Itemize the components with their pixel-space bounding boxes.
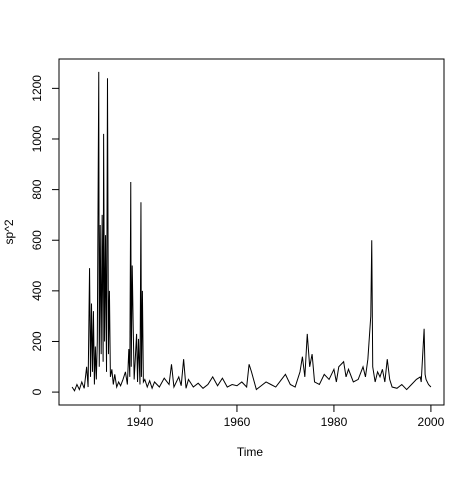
y-tick-label: 0 [30, 388, 44, 395]
x-tick-label: 2000 [418, 415, 445, 429]
x-tick-label: 1960 [224, 415, 251, 429]
y-tick-label: 800 [30, 179, 44, 199]
y-axis-label: sp^2 [2, 219, 16, 244]
y-tick-label: 1000 [30, 125, 44, 152]
plot-box [58, 58, 445, 406]
x-tick-label: 1940 [127, 415, 154, 429]
y-tick-label: 1200 [30, 75, 44, 102]
y-tick-label: 600 [30, 230, 44, 250]
x-tick-label: 1980 [321, 415, 348, 429]
series-line [71, 71, 432, 392]
y-tick-label: 400 [30, 281, 44, 301]
y-tick-label: 200 [30, 331, 44, 351]
x-axis-label: Time [237, 445, 264, 459]
